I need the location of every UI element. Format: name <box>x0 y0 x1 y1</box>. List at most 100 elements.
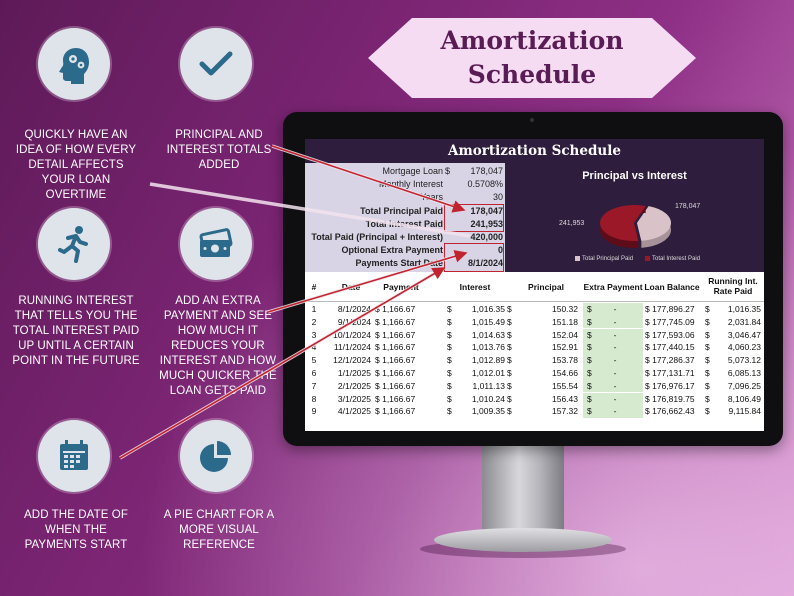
table-cell: 1 <box>311 304 317 314</box>
summary-value[interactable]: 178,047 <box>470 166 503 176</box>
table-cell: $ 177,286.37 <box>645 355 695 366</box>
table-cell: 1/1/2025 <box>337 368 371 378</box>
table-cell[interactable]: - <box>613 329 617 340</box>
table-cell: $ <box>447 355 452 366</box>
table-cell: $ <box>705 304 710 314</box>
table-row[interactable]: 2 9/1/2024 $ 1,166.67 $1,015.49 $151.18 $ - $ 1… <box>305 315 764 329</box>
feature-circle-5 <box>38 420 110 492</box>
table-row[interactable]: 9 4/1/2025 $ 1,166.67 $1,009.35 $157.32 $ - $ 1… <box>305 405 764 418</box>
table-cell[interactable]: - <box>613 380 617 391</box>
summary-label: Total Paid (Principal + Interest) <box>311 232 443 242</box>
header-extra-payment[interactable]: Extra Payment <box>583 282 643 292</box>
feature-circle-4 <box>180 208 252 280</box>
table-cell: $ 176,819.75 <box>645 393 695 404</box>
table-cell: $ 1,166.67 <box>375 304 416 314</box>
summary-value[interactable]: 8/1/2024 <box>467 258 503 269</box>
table-cell: 1,009.35 <box>471 406 505 417</box>
feature-text-4: Add an extra payment and see how much it… <box>159 295 277 397</box>
table-row[interactable]: 3 10/1/2024 $ 1,166.67 $1,014.63 $152.04 $ - $ … <box>305 328 764 342</box>
summary-row: Mortgage Loan $178,047 <box>305 165 505 179</box>
table-cell: 5 <box>311 355 317 366</box>
summary-value[interactable]: 420,000 <box>470 232 503 242</box>
table-row[interactable]: 8 3/1/2025 $ 1,166.67 $1,010.24 $156.43 $ - $ 1… <box>305 392 764 406</box>
table-row[interactable]: 6 1/1/2025 $ 1,166.67 $1,012.01 $154.66 $ - $ 1… <box>305 367 764 380</box>
table-cell: 156.43 <box>552 393 578 404</box>
summary-value[interactable]: 241,953 <box>470 218 503 229</box>
table-cell: $ 1,166.67 <box>375 355 416 366</box>
table-cell: 1,014.63 <box>471 329 505 340</box>
table-row[interactable]: 5 12/1/2024 $ 1,166.67 $1,012.89 $153.78 $ - $ … <box>305 354 764 367</box>
table-cell[interactable]: - <box>613 304 617 314</box>
table-cell: $ <box>447 380 452 391</box>
table-cell: $ <box>447 368 452 378</box>
camera-dot <box>530 118 534 122</box>
table-cell: $ <box>447 329 452 340</box>
table-cell: $ <box>507 393 512 404</box>
table-cell: 8 <box>311 393 317 404</box>
feature-text-2: Principal and interest totals added <box>166 129 272 171</box>
table-cell: 151.18 <box>552 316 578 327</box>
feature-circle-2 <box>180 28 252 100</box>
table-cell: $ 177,745.09 <box>645 316 695 327</box>
summary-value[interactable]: 30 <box>492 192 503 203</box>
table-cell: $ 176,662.43 <box>645 406 695 417</box>
table-cell[interactable]: - <box>613 368 617 378</box>
summary-value[interactable]: 178,047 <box>470 205 503 216</box>
extra-payment-cell-bg <box>583 405 643 418</box>
table-cell: $ <box>705 316 710 327</box>
table-cell: 1,013.76 <box>471 342 505 353</box>
arrow-principal-interest <box>271 145 466 213</box>
table-cell: $ <box>587 380 592 391</box>
header-running-interest[interactable]: Running Int. Rate Paid <box>708 276 758 296</box>
table-cell: 6 <box>311 368 317 378</box>
table-cell: 3/1/2025 <box>337 393 371 404</box>
table-cell: 3 <box>311 329 317 340</box>
table-cell: $ 177,896.27 <box>645 304 695 314</box>
table-cell: $ <box>587 329 592 340</box>
header-interest[interactable]: Interest <box>459 282 491 292</box>
table-cell: 155.54 <box>552 380 578 391</box>
table-row[interactable]: 4 11/1/2024 $ 1,166.67 $1,013.76 $152.91 $ - $ … <box>305 341 764 354</box>
table-row[interactable]: 7 2/1/2025 $ 1,166.67 $1,011.13 $155.54 $ - $ 1… <box>305 379 764 393</box>
pie-chart <box>600 205 671 248</box>
head-gears-icon <box>59 48 89 84</box>
header-loan-balance[interactable]: Loan Balance <box>644 282 700 292</box>
title-banner: Amortization Schedule <box>368 18 696 98</box>
header-principal[interactable]: Principal <box>528 282 564 292</box>
header-payment[interactable]: Payment <box>383 282 419 292</box>
table-cell: 152.91 <box>552 342 578 353</box>
table-cell[interactable]: - <box>613 355 617 366</box>
table-cell: 12/1/2024 <box>333 355 371 366</box>
table-cell: $ <box>587 316 592 327</box>
table-cell: $ <box>587 393 592 404</box>
table-cell[interactable]: - <box>613 406 617 417</box>
table-cell[interactable]: - <box>613 393 617 404</box>
table-cell: 2/1/2025 <box>337 380 371 391</box>
feature-text-5: Add the date of when the payments start <box>24 509 128 551</box>
pie-chart-icon <box>200 441 231 472</box>
table-cell: 8/1/2024 <box>337 304 371 314</box>
header-number[interactable]: # <box>311 282 317 292</box>
table-cell: $ <box>507 380 512 391</box>
table-cell: 1,012.89 <box>471 355 505 366</box>
table-cell: 152.04 <box>552 329 578 340</box>
legend-principal: Total Principal Paid <box>575 256 633 262</box>
table-cell[interactable]: - <box>613 316 617 327</box>
table-cell: $ <box>447 304 452 314</box>
summary-label: Mortgage Loan <box>382 166 443 176</box>
running-person-icon <box>58 226 88 263</box>
summary-row: Total Paid (Principal + Interest) 420,000 <box>305 231 505 245</box>
table-cell: 4/1/2025 <box>337 406 371 417</box>
summary-value[interactable]: 0 <box>497 245 503 256</box>
table-cell: 11/1/2024 <box>333 342 371 353</box>
table-cell[interactable]: - <box>613 342 617 353</box>
table-row[interactable]: 1 8/1/2024 $ 1,166.67 $1,016.35 $150.32 $ - $ 1… <box>305 303 764 316</box>
summary-value[interactable]: 0.5708% <box>467 179 503 190</box>
feature-text-6: A pie chart for a more visual reference <box>163 509 275 551</box>
legend-interest: Total Interest Paid <box>645 256 700 262</box>
table-cell: 1,010.24 <box>471 393 505 404</box>
summary-label: Payments Start Date <box>355 258 443 269</box>
table-cell: $ <box>507 342 512 353</box>
banner-title: Amortization Schedule <box>368 24 696 92</box>
table-cell: $ <box>447 342 452 353</box>
